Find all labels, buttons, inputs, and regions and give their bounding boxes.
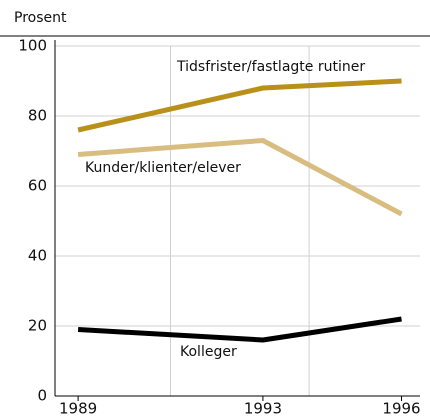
y-tick-label: 40 xyxy=(28,247,47,265)
y-tick-label: 0 xyxy=(37,387,47,405)
series-line xyxy=(77,78,402,133)
x-tick-label: 1993 xyxy=(244,400,282,418)
y-tick-label: 60 xyxy=(28,177,47,195)
series-line xyxy=(77,316,402,343)
series-label: Tidsfrister/fastlagte rutiner xyxy=(176,59,365,75)
y-axis-label: Prosent xyxy=(14,10,67,26)
y-tick-label: 20 xyxy=(28,317,47,335)
series-label: Kolleger xyxy=(180,344,237,360)
x-tick-label: 1996 xyxy=(382,400,420,418)
series-label: Kunder/klienter/elever xyxy=(85,160,241,176)
x-tick-label: 1989 xyxy=(59,400,97,418)
series-line xyxy=(77,138,403,217)
y-tick-label: 100 xyxy=(18,37,47,55)
y-tick-label: 80 xyxy=(28,107,47,125)
